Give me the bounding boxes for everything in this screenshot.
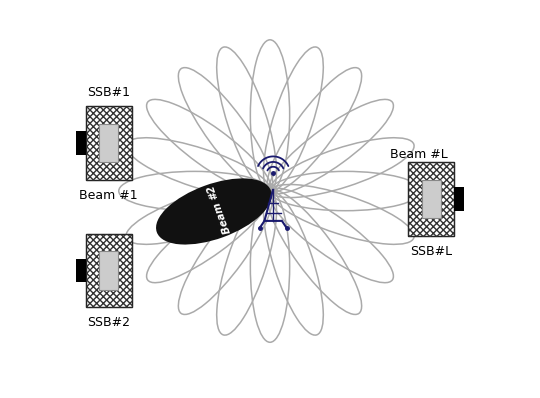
Text: SSB#2: SSB#2 [87,316,130,329]
Text: Beam #2: Beam #2 [206,184,233,235]
Text: SSB#1: SSB#1 [87,86,130,99]
Bar [86,107,132,180]
Bar [86,107,132,180]
Bar [76,131,86,155]
Text: Beam #1: Beam #1 [79,189,138,202]
Bar [99,124,118,162]
Bar [99,252,118,290]
Ellipse shape [157,179,271,244]
Bar [86,234,132,307]
Text: SSB#L: SSB#L [410,244,453,258]
Bar [408,162,454,236]
Bar [86,234,132,307]
Bar [422,180,441,218]
Bar [454,187,464,211]
Text: Beam #L: Beam #L [390,148,448,161]
Bar [76,259,86,283]
Bar [408,162,454,236]
